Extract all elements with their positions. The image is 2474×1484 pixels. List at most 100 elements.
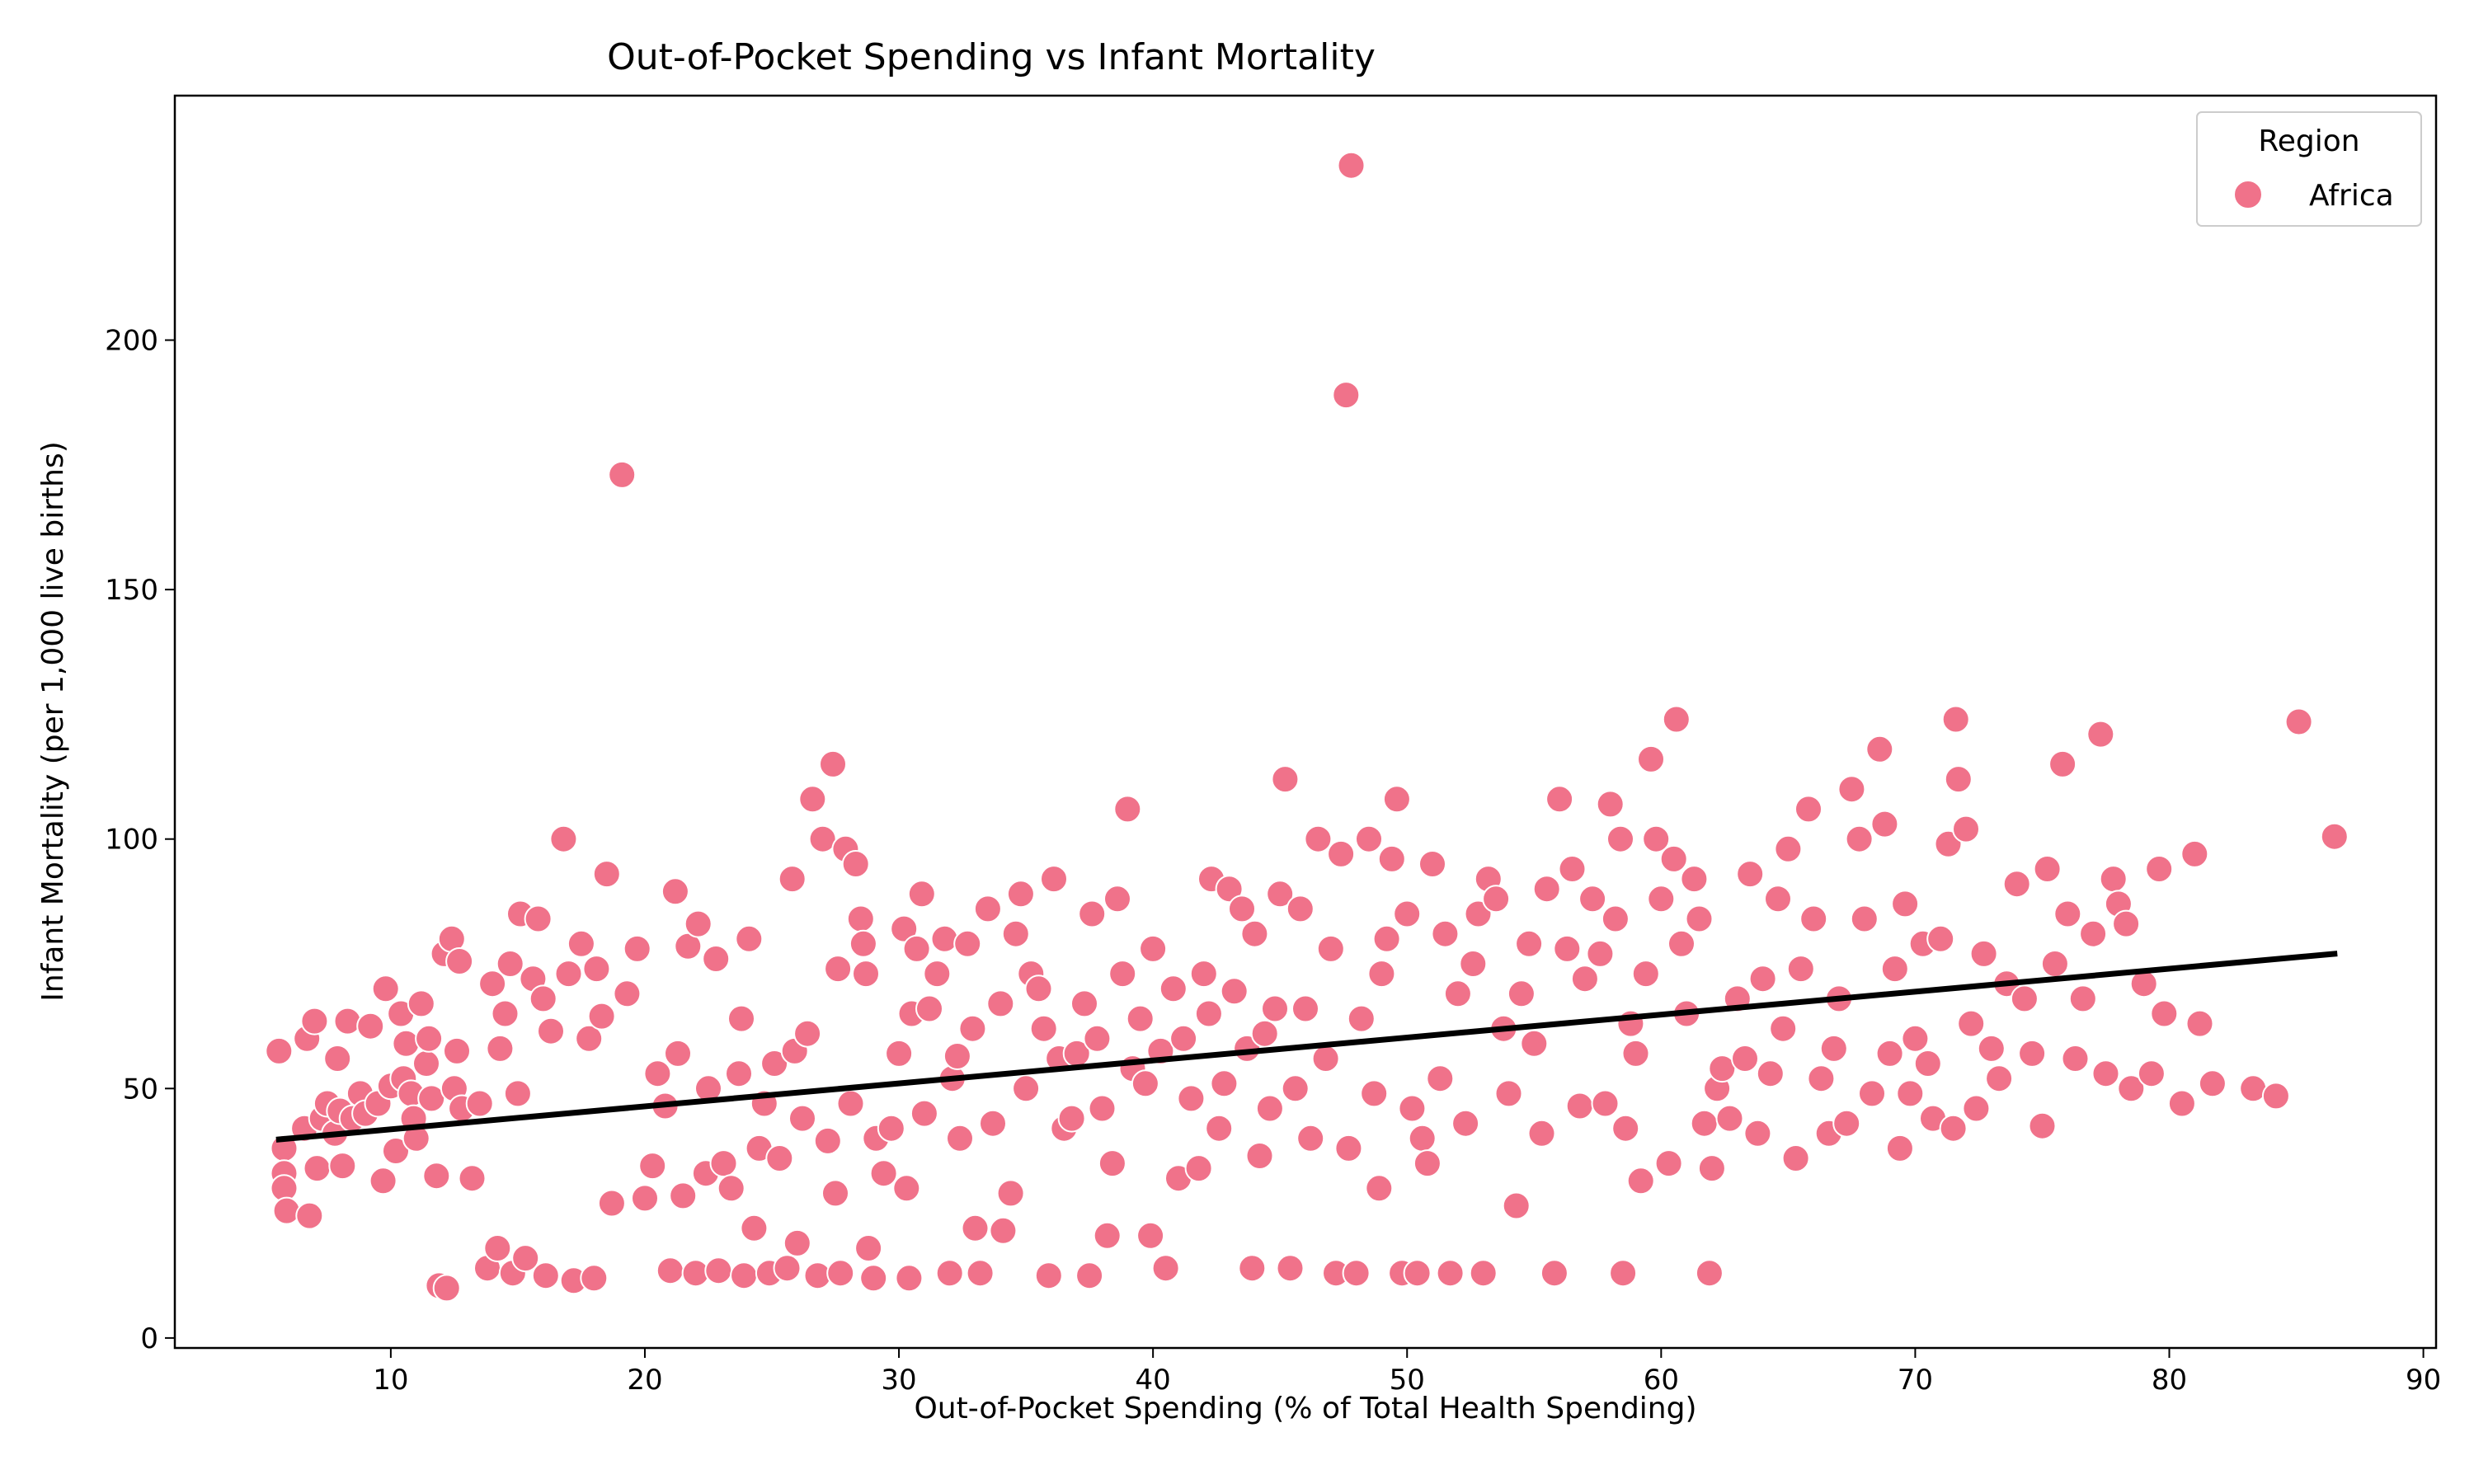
data-point — [1367, 960, 1396, 989]
data-point — [1502, 1191, 1531, 1220]
data-point — [1266, 880, 1295, 909]
data-point — [1690, 1109, 1719, 1138]
data-point — [1372, 924, 1401, 953]
trendline — [275, 951, 2338, 1143]
data-point — [1276, 1254, 1305, 1283]
data-point — [1083, 1024, 1112, 1053]
data-point — [407, 989, 435, 1018]
data-point — [1451, 1109, 1480, 1138]
data-point — [877, 1114, 905, 1143]
data-point — [1001, 919, 1030, 948]
data-point — [1515, 929, 1544, 958]
data-point — [333, 1007, 362, 1036]
data-point — [1103, 885, 1131, 913]
data-point — [537, 1017, 565, 1045]
data-point — [717, 1174, 745, 1203]
x-tick-label: 80 — [2152, 1364, 2187, 1397]
data-point — [1088, 1094, 1117, 1123]
data-points — [265, 151, 2349, 1303]
data-point — [608, 460, 637, 489]
data-point — [1957, 1009, 1986, 1038]
data-point — [1962, 1094, 1991, 1123]
data-point — [783, 1228, 811, 1257]
data-point — [613, 979, 642, 1008]
data-point — [1365, 1174, 1394, 1203]
legend: Region Africa — [2196, 111, 2422, 227]
data-point — [2180, 839, 2209, 868]
data-point — [1494, 1079, 1523, 1108]
data-point — [821, 1179, 849, 1208]
data-point — [2137, 1059, 2166, 1088]
plot-frame — [173, 94, 2438, 1350]
data-point — [1781, 1144, 1810, 1172]
data-point — [1334, 1134, 1363, 1162]
trendline-layer — [275, 951, 2338, 1143]
data-point — [2284, 707, 2313, 736]
data-point — [458, 1164, 487, 1193]
data-point — [1205, 1114, 1234, 1143]
data-point — [1255, 1094, 1284, 1123]
data-point — [923, 960, 952, 989]
data-point — [328, 1152, 357, 1181]
data-point — [824, 955, 853, 984]
data-point — [567, 929, 595, 958]
data-point — [1637, 744, 1665, 773]
data-point — [486, 1034, 515, 1063]
y-axis-ticks: 0 50 100 150 200 — [105, 325, 175, 1355]
data-point — [798, 785, 827, 814]
data-point — [1748, 965, 1777, 993]
data-point — [2028, 1111, 2057, 1140]
y-tick-label: 150 — [105, 574, 158, 607]
data-point — [1393, 899, 1422, 928]
data-point — [465, 1089, 494, 1118]
data-point — [773, 1254, 802, 1283]
data-point — [1316, 934, 1345, 963]
data-point — [575, 1024, 604, 1053]
x-tick-label: 40 — [1136, 1364, 1171, 1397]
data-point — [1807, 1064, 1836, 1093]
data-point — [1151, 1254, 1180, 1283]
data-point — [1024, 974, 1053, 1003]
data-point — [1210, 1069, 1239, 1098]
data-point — [1756, 1059, 1785, 1088]
data-point — [1606, 824, 1634, 853]
data-point — [2018, 1039, 2047, 1068]
data-point — [1609, 1259, 1638, 1288]
data-point — [1570, 965, 1599, 993]
data-point — [1304, 824, 1333, 853]
data-point — [1870, 810, 1899, 838]
data-point — [1977, 1034, 2006, 1063]
data-point — [1126, 1004, 1155, 1033]
data-point — [1507, 979, 1536, 1008]
data-point — [592, 860, 621, 889]
data-point — [1012, 1074, 1041, 1103]
data-point — [1952, 815, 1980, 843]
x-tick-label: 70 — [1898, 1364, 1933, 1397]
data-point — [684, 909, 713, 938]
data-point — [1131, 1069, 1159, 1098]
data-point — [704, 1256, 733, 1285]
data-point — [1764, 885, 1792, 913]
data-point — [2320, 822, 2349, 851]
data-point — [1985, 1064, 2014, 1093]
data-point — [2033, 855, 2062, 883]
data-point — [1281, 1074, 1310, 1103]
data-point — [1743, 1119, 1772, 1148]
data-point — [661, 877, 689, 906]
data-point — [1695, 1259, 1724, 1288]
data-point — [303, 1154, 332, 1183]
data-point — [986, 989, 1015, 1018]
data-point — [295, 1201, 324, 1230]
data-point — [272, 1196, 301, 1225]
data-point — [2185, 1009, 2214, 1038]
data-point — [1865, 735, 1894, 763]
data-point — [1291, 994, 1319, 1023]
data-point — [371, 974, 400, 1003]
data-point — [1913, 1050, 1942, 1078]
data-point — [1527, 1119, 1556, 1148]
data-point — [1177, 1084, 1206, 1113]
data-point — [1075, 1261, 1104, 1290]
data-point — [1837, 775, 1866, 804]
data-point — [1006, 880, 1035, 909]
data-point — [1377, 844, 1406, 873]
